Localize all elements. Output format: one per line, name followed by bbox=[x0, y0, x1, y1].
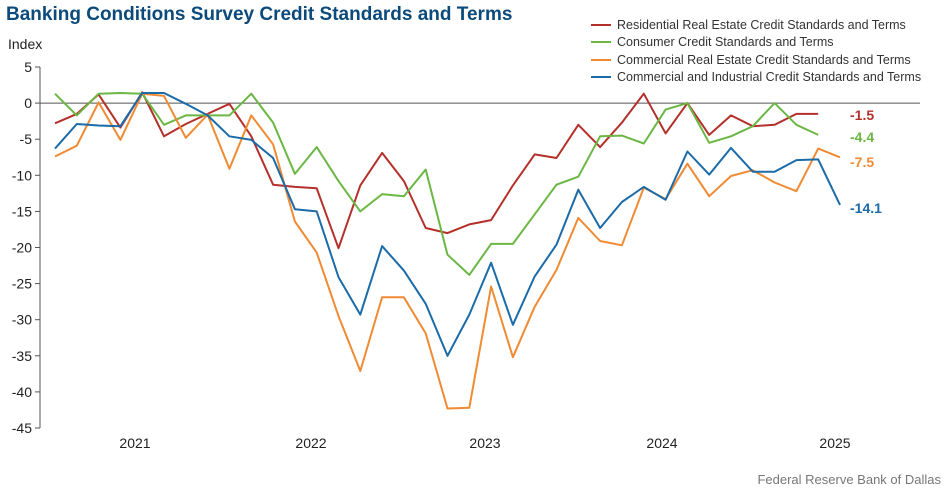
x-year-label: 2025 bbox=[819, 435, 850, 451]
series-line-1 bbox=[54, 92, 819, 276]
legend-item-consumer: Consumer Credit Standards and Terms bbox=[591, 34, 921, 52]
legend-item-commercial-real-estate: Commercial Real Estate Credit Standards … bbox=[591, 51, 921, 69]
legend-item-commercial-industrial: Commercial and Industrial Credit Standar… bbox=[591, 69, 921, 87]
y-tick-label: 0 bbox=[24, 95, 32, 111]
y-axis-label: Index bbox=[8, 36, 43, 52]
chart-title: Banking Conditions Survey Credit Standar… bbox=[6, 4, 513, 25]
legend-label-commercial-real-estate: Commercial Real Estate Credit Standards … bbox=[617, 52, 911, 67]
y-tick-label: -30 bbox=[12, 312, 32, 328]
end-value-label-2: -7.5 bbox=[850, 154, 874, 170]
x-year-label: 2022 bbox=[295, 435, 326, 451]
legend-item-residential: Residential Real Estate Credit Standards… bbox=[591, 16, 921, 34]
y-tick-label: -15 bbox=[12, 203, 32, 219]
y-tick-label: -45 bbox=[12, 420, 32, 436]
legend-swatch-commercial-real-estate bbox=[591, 58, 611, 61]
legend-swatch-commercial-industrial bbox=[591, 76, 611, 79]
legend-label-consumer: Consumer Credit Standards and Terms bbox=[617, 35, 834, 50]
series-line-2 bbox=[54, 92, 841, 410]
y-tick-label: -40 bbox=[12, 384, 32, 400]
legend: Residential Real Estate Credit Standards… bbox=[591, 16, 921, 86]
series-line-3 bbox=[54, 92, 841, 357]
legend-label-residential: Residential Real Estate Credit Standards… bbox=[617, 17, 906, 32]
end-value-label-3: -14.1 bbox=[850, 200, 882, 216]
y-tick-label: -10 bbox=[12, 167, 32, 183]
y-tick-label: 5 bbox=[24, 59, 32, 75]
y-tick-label: -5 bbox=[20, 131, 33, 147]
x-year-label: 2024 bbox=[646, 435, 677, 451]
y-tick-label: -25 bbox=[12, 276, 32, 292]
legend-label-commercial-industrial: Commercial and Industrial Credit Standar… bbox=[617, 70, 922, 85]
source-note: Federal Reserve Bank of Dallas bbox=[757, 472, 941, 487]
legend-swatch-residential bbox=[591, 23, 611, 26]
end-value-label-1: -4.4 bbox=[850, 129, 874, 145]
x-year-label: 2021 bbox=[119, 435, 150, 451]
y-tick-label: -35 bbox=[12, 348, 32, 364]
y-tick-label: -20 bbox=[12, 240, 32, 256]
legend-swatch-consumer bbox=[591, 41, 611, 44]
x-year-label: 2023 bbox=[469, 435, 500, 451]
end-value-label-0: -1.5 bbox=[850, 107, 874, 123]
